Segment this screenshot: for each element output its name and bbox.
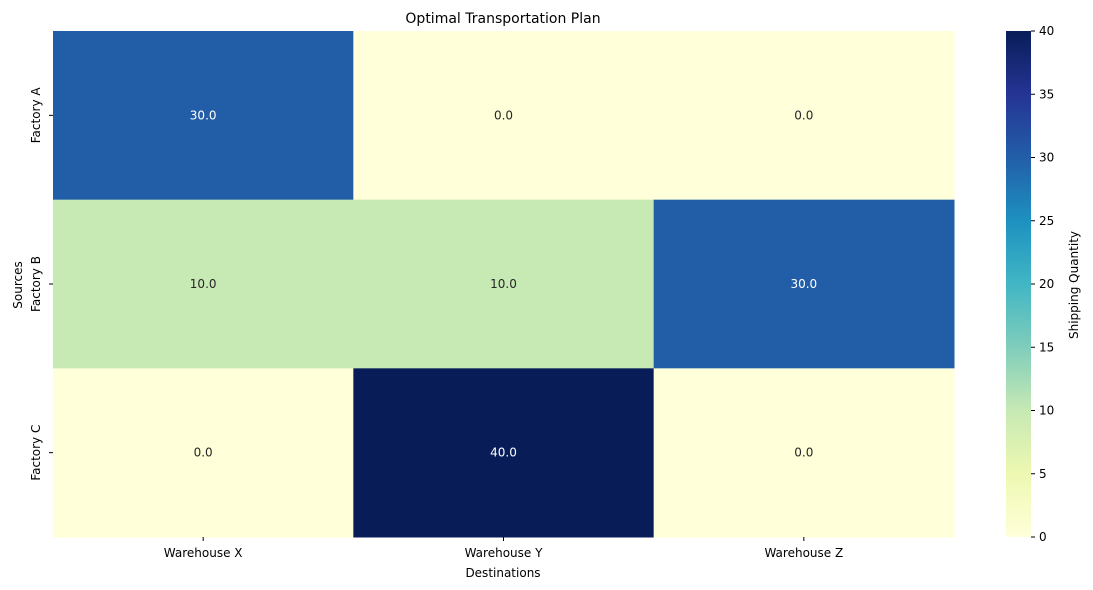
cell-value-label: 10.0 (190, 277, 217, 291)
heatmap-cell (653, 368, 955, 538)
cell-value-label: 0.0 (794, 108, 813, 122)
y-tick-label: Factory C (29, 425, 43, 481)
cell-value-label: 0.0 (194, 446, 213, 460)
colorbar-tick-label: 0 (1039, 530, 1047, 544)
heatmap-cell (653, 199, 955, 369)
x-tick-label: Warehouse X (164, 546, 243, 560)
heatmap-cell (353, 368, 655, 538)
colorbar-tick-label: 25 (1039, 214, 1054, 228)
heatmap-cell (353, 31, 655, 201)
y-axis-ticks: Factory A Factory B Factory C (29, 87, 53, 481)
x-axis-ticks: Warehouse X Warehouse Y Warehouse Z (164, 537, 843, 560)
heatmap-cell (653, 31, 955, 201)
heatmap-cell (53, 31, 354, 201)
y-axis-label: Sources (11, 261, 25, 308)
x-axis-label: Destinations (465, 566, 540, 580)
colorbar: 0 5 10 15 20 25 30 35 40 (1006, 24, 1054, 544)
x-tick-label: Warehouse Z (764, 546, 843, 560)
colorbar-tick-label: 30 (1039, 151, 1054, 165)
colorbar-tick-label: 15 (1039, 340, 1054, 354)
cell-value-label: 0.0 (494, 108, 513, 122)
heatmap-cells: 30.0 0.0 0.0 10.0 10.0 30.0 0.0 40.0 0.0 (53, 31, 955, 538)
heatmap-cell (53, 199, 354, 369)
cell-value-label: 30.0 (190, 108, 217, 122)
colorbar-tick-label: 20 (1039, 277, 1054, 291)
cell-value-label: 30.0 (790, 277, 817, 291)
y-tick-label: Factory B (29, 256, 43, 312)
colorbar-gradient (1006, 31, 1031, 537)
heatmap-cell (353, 199, 655, 369)
heatmap-cell (53, 368, 354, 538)
colorbar-label: Shipping Quantity (1067, 231, 1081, 339)
colorbar-tick-label: 10 (1039, 404, 1054, 418)
cell-value-label: 0.0 (794, 446, 813, 460)
colorbar-tick-label: 5 (1039, 467, 1047, 481)
colorbar-tick-label: 35 (1039, 87, 1054, 101)
cell-value-label: 40.0 (490, 446, 517, 460)
colorbar-tick-label: 40 (1039, 24, 1054, 38)
y-tick-label: Factory A (29, 87, 43, 144)
cell-value-label: 10.0 (490, 277, 517, 291)
chart-title: Optimal Transportation Plan (405, 11, 600, 27)
x-tick-label: Warehouse Y (465, 546, 544, 560)
